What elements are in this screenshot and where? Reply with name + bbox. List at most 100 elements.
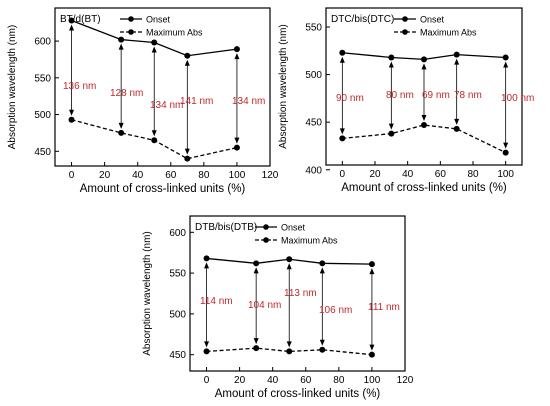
gap-arrow-head-bottom: [151, 130, 157, 137]
x-axis-label: Amount of cross-linked units (%): [80, 183, 246, 195]
gap-label: 100 nm: [501, 93, 534, 104]
data-point-onset: [151, 39, 158, 46]
gap-arrow-head-bottom: [388, 123, 394, 130]
legend-label: Maximum Abs: [146, 28, 203, 38]
x-tick-label: 80: [333, 375, 345, 386]
chart-title: DTC/bis(DTC): [331, 14, 394, 25]
data-point-onset: [68, 17, 75, 24]
y-tick-label: 450: [34, 147, 51, 158]
data-point-onset: [339, 49, 346, 56]
gap-arrow-head-top: [184, 59, 190, 66]
gap-arrow-head-top: [253, 267, 259, 274]
plot-frame: [325, 7, 523, 166]
chart-title: BT/d(BT): [60, 14, 101, 25]
y-tick-label: 600: [169, 228, 186, 239]
gap-arrow-head-top: [69, 24, 75, 31]
x-tick-label: 0: [340, 169, 346, 180]
gap-label: 104 nm: [248, 300, 281, 311]
gap-arrow-head-bottom: [421, 115, 427, 122]
legend-marker: [128, 29, 134, 35]
data-point-maximum-abs: [286, 348, 293, 355]
y-tick-label: 550: [305, 23, 322, 34]
gap-arrow-head-top: [369, 268, 375, 275]
y-tick-label: 550: [169, 269, 186, 280]
y-tick-label: 400: [305, 165, 322, 176]
legend-label: Maximum Abs: [281, 236, 338, 246]
series-line-maximum-abs: [206, 347, 372, 356]
chart-panel-1: 0 20 40 60 80 100 120 450 500 550 600 Amount of cro…: [7, 7, 279, 195]
legend-marker: [402, 16, 408, 22]
gap-arrow-head-bottom: [454, 118, 460, 125]
gap-arrow-head-top: [339, 56, 345, 63]
data-point-onset: [253, 260, 260, 267]
data-point-onset: [319, 260, 326, 267]
data-point-onset: [421, 56, 427, 63]
gap-arrow-head-top: [454, 58, 460, 65]
y-axis-label: Absorption wavelength (nm): [7, 25, 18, 150]
gap-arrow-head-bottom: [286, 341, 292, 348]
gap-arrow-head-top: [388, 61, 394, 68]
x-tick-label: 40: [402, 169, 414, 180]
legend-marker: [128, 16, 134, 22]
x-tick-label: 60: [165, 170, 177, 181]
x-tick-label: 80: [198, 170, 210, 181]
data-point-maximum-abs: [319, 346, 326, 353]
gap-arrow-head-bottom: [184, 148, 190, 155]
gap-label: 80 nm: [386, 90, 414, 101]
x-tick-label: 40: [132, 170, 144, 181]
data-point-maximum-abs: [339, 135, 346, 142]
x-tick-label: 120: [262, 170, 279, 181]
chart-title: DTB/bis(DTB): [195, 222, 257, 233]
gap-label: 90 nm: [336, 93, 364, 104]
chart-panel-3: 0 20 40 60 80 100 120 450 500 550 600 Amount of cro…: [142, 215, 414, 400]
gap-label: 134 nm: [150, 100, 183, 111]
gap-label: 78 nm: [454, 90, 482, 101]
gap-arrow-head-bottom: [69, 109, 75, 116]
data-point-onset: [286, 256, 293, 263]
gap-arrow-head-top: [204, 262, 210, 269]
data-point-maximum-abs: [151, 137, 158, 144]
gap-arrow-head-bottom: [503, 142, 509, 149]
gap-arrow-head-bottom: [118, 122, 124, 129]
legend-marker: [263, 224, 269, 230]
x-tick-label: 0: [204, 375, 210, 386]
gap-label: 111 nm: [368, 302, 400, 313]
data-point-onset: [368, 261, 375, 268]
gap-label: 134 nm: [232, 96, 265, 107]
y-tick-label: 450: [169, 350, 186, 361]
data-point-maximum-abs: [68, 116, 75, 123]
legend-label: Onset: [281, 223, 306, 233]
x-tick-label: 20: [234, 375, 246, 386]
gap-label: 141 nm: [180, 96, 213, 107]
data-point-onset: [203, 255, 210, 262]
x-tick-label: 60: [300, 375, 312, 386]
x-tick-label: 60: [435, 169, 447, 180]
plot-frame: [189, 215, 406, 372]
data-point-maximum-abs: [233, 144, 240, 151]
y-axis-label: Absorption wavelength (nm): [142, 231, 153, 356]
y-tick-label: 500: [34, 110, 51, 121]
gap-arrow-head-top: [234, 53, 240, 60]
data-point-maximum-abs: [253, 345, 260, 352]
data-point-onset: [502, 54, 509, 61]
series-line-maximum-abs: [342, 124, 506, 154]
gap-label: 128 nm: [110, 88, 143, 99]
x-tick-label: 20: [99, 170, 111, 181]
x-tick-label: 100: [497, 169, 514, 180]
x-tick-label: 100: [364, 375, 381, 386]
gap-arrow-head-bottom: [339, 128, 345, 135]
gap-arrow-head-top: [503, 61, 509, 68]
gap-arrow-head-bottom: [204, 341, 210, 348]
y-axis-label: Absorption wavelength (nm): [278, 24, 289, 149]
x-tick-label: 20: [369, 169, 381, 180]
legend-label: Maximum Abs: [420, 28, 477, 38]
data-point-maximum-abs: [118, 129, 125, 136]
gap-label: 106 nm: [319, 305, 352, 316]
y-tick-label: 600: [34, 37, 51, 48]
gap-arrow-head-top: [118, 43, 124, 50]
gap-arrow-head-bottom: [234, 137, 240, 144]
legend-marker: [402, 29, 408, 35]
x-tick-label: 120: [397, 375, 414, 386]
gap-arrow-head-top: [286, 263, 292, 270]
